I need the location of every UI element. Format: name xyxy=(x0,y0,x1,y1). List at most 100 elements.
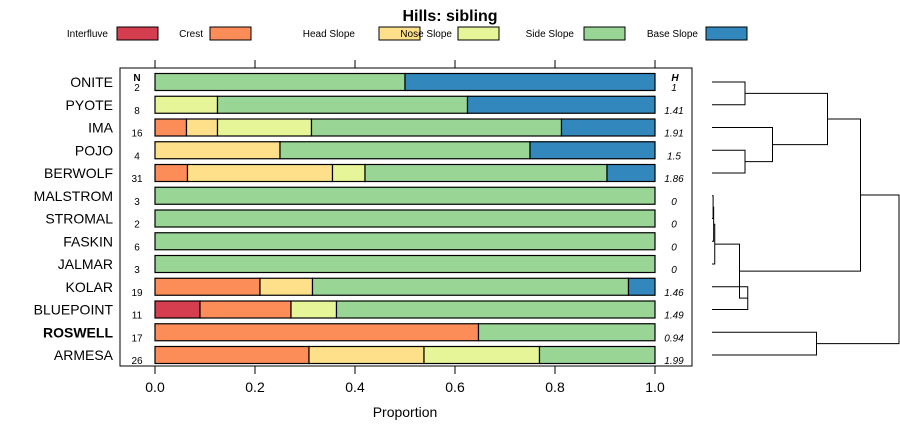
n-header: N xyxy=(133,73,140,84)
h-value-stromal: 0 xyxy=(671,220,677,231)
h-value-pojo: 1.5 xyxy=(667,151,681,162)
bar-segment-kolar-side-slope xyxy=(311,277,630,296)
row-label-bluepoint: BLUEPOINT xyxy=(34,302,114,318)
row-label-faskin: FASKIN xyxy=(63,233,113,249)
bar-segment-pojo-side-slope xyxy=(279,141,531,160)
legend: Interfluve Crest Head Slope Nose Slope Side … xyxy=(67,26,748,41)
dendrogram-branch-5 xyxy=(712,149,746,174)
bar-segment-armesa-head-slope xyxy=(308,345,425,365)
bar-segment-armesa-crest xyxy=(154,345,310,365)
bar-segment-malstrom-side-slope xyxy=(154,186,656,205)
bar-segment-bluepoint-interfluve xyxy=(154,300,201,319)
h-value-onite: 1 xyxy=(671,83,677,94)
row-label-berwolf: BERWOLF xyxy=(44,165,113,181)
row-label-armesa: ARMESA xyxy=(54,347,114,363)
bar-segment-berwolf-side-slope xyxy=(364,163,608,183)
bar-segment-onite-base-slope xyxy=(404,72,656,92)
n-value-ima: 16 xyxy=(131,129,143,140)
dendrogram-branch-12 xyxy=(816,194,900,345)
x-tick-label-5: 1.0 xyxy=(645,379,665,395)
x-tick-label-4: 0.8 xyxy=(545,379,565,395)
bar-segment-pojo-base-slope xyxy=(529,141,656,160)
bar-segment-kolar-base-slope xyxy=(627,277,656,296)
h-value-roswell: 0.94 xyxy=(664,333,684,344)
n-value-pojo: 4 xyxy=(134,151,140,162)
row-label-roswell: ROSWELL xyxy=(43,324,113,340)
h-value-pyote: 1.41 xyxy=(664,106,683,117)
dendrogram-branch-8 xyxy=(745,92,828,146)
bar-segment-berwolf-crest xyxy=(154,163,189,183)
bar-segment-bluepoint-crest xyxy=(199,300,292,319)
row-label-pyote: PYOTE xyxy=(66,97,113,113)
legend-swatch-interfluve xyxy=(116,26,159,41)
row-label-stromal: STROMAL xyxy=(45,211,113,227)
legend-swatch-base-slope xyxy=(705,26,748,41)
h-value-armesa: 1.99 xyxy=(664,356,684,367)
bar-segment-roswell-crest xyxy=(154,323,480,342)
bar-segment-pyote-base-slope xyxy=(466,95,656,114)
x-axis-label: Proportion xyxy=(373,404,438,420)
bar-segment-armesa-nose-slope xyxy=(423,345,541,365)
bar-segment-berwolf-nose-slope xyxy=(331,163,366,183)
bar-segment-bluepoint-side-slope xyxy=(335,300,656,319)
legend-label-base-slope: Base Slope xyxy=(647,29,699,40)
dendrogram xyxy=(712,81,900,356)
bar-segment-armesa-side-slope xyxy=(538,345,656,365)
x-tick-label-0: 0.0 xyxy=(145,379,165,395)
dendrogram-branch-10 xyxy=(712,331,817,356)
h-value-ima: 1.91 xyxy=(664,129,683,140)
row-label-jalmar: JALMAR xyxy=(58,256,113,272)
bar-segment-berwolf-head-slope xyxy=(186,163,334,183)
bar-segment-stromal-side-slope xyxy=(154,209,656,228)
n-value-onite: 2 xyxy=(134,83,140,94)
bar-segment-onite-side-slope xyxy=(154,72,406,92)
bar-segment-berwolf-base-slope xyxy=(606,163,656,183)
bar-segment-kolar-head-slope xyxy=(259,277,314,296)
legend-label-crest: Crest xyxy=(179,29,203,40)
bar-segment-faskin-side-slope xyxy=(154,232,656,251)
dendrogram-branch-7 xyxy=(712,127,773,163)
legend-swatch-nose-slope xyxy=(457,26,500,41)
dendrogram-branch-11 xyxy=(739,118,861,272)
bar-segment-ima-nose-slope xyxy=(216,118,313,137)
row-label-kolar: KOLAR xyxy=(66,279,113,295)
bar-segment-pyote-side-slope xyxy=(216,95,469,114)
x-tick-label-2: 0.4 xyxy=(345,379,365,395)
row-label-pojo: POJO xyxy=(75,142,113,158)
legend-label-nose-slope: Nose Slope xyxy=(400,29,452,40)
x-tick-label-3: 0.6 xyxy=(445,379,465,395)
n-value-berwolf: 31 xyxy=(131,174,143,185)
dendrogram-branch-4 xyxy=(712,81,746,106)
n-value-roswell: 17 xyxy=(131,333,143,344)
bar-segment-ima-base-slope xyxy=(560,118,656,137)
x-axis: 0.0 0.2 0.4 0.6 0.8 1.0 xyxy=(145,60,665,395)
bar-segment-ima-crest xyxy=(154,118,188,137)
legend-label-interfluve: Interfluve xyxy=(67,29,109,40)
bar-segment-ima-head-slope xyxy=(185,118,219,137)
n-value-stromal: 2 xyxy=(134,220,140,231)
n-value-jalmar: 3 xyxy=(134,265,140,276)
legend-swatch-head-slope xyxy=(378,26,421,41)
legend-label-side-slope: Side Slope xyxy=(526,29,575,40)
bar-segment-roswell-side-slope xyxy=(477,323,656,342)
plot-frame xyxy=(119,67,693,367)
bar-segment-ima-side-slope xyxy=(310,118,563,137)
n-value-faskin: 6 xyxy=(134,242,140,253)
legend-swatch-crest xyxy=(209,26,252,41)
n-value-pyote: 8 xyxy=(134,106,140,117)
legend-label-head-slope: Head Slope xyxy=(303,29,356,40)
chart-title: Hills: sibling xyxy=(402,8,497,25)
h-value-jalmar: 0 xyxy=(671,265,677,276)
dendrogram-branch-1 xyxy=(712,195,714,219)
h-value-malstrom: 0 xyxy=(671,197,677,208)
bar-segment-jalmar-side-slope xyxy=(154,254,656,274)
row-label-onite: ONITE xyxy=(70,74,113,90)
row-label-ima: IMA xyxy=(88,120,114,136)
bar-segment-pojo-head-slope xyxy=(154,141,281,160)
n-value-malstrom: 3 xyxy=(134,197,140,208)
n-value-kolar: 19 xyxy=(131,288,143,299)
bars-group xyxy=(154,72,656,365)
bar-segment-pyote-nose-slope xyxy=(154,95,219,114)
n-value-armesa: 26 xyxy=(131,356,143,367)
